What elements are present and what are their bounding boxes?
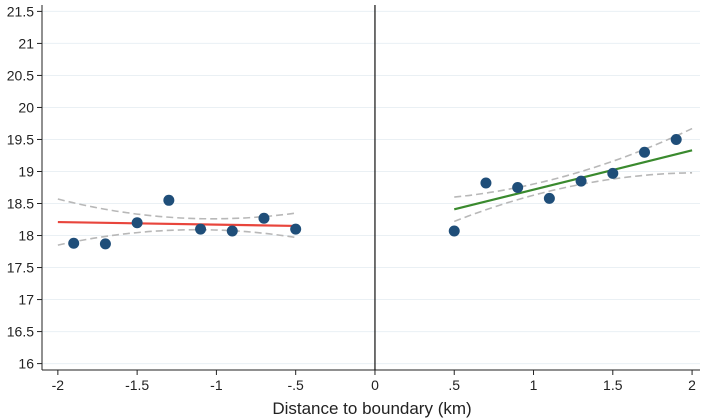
y-tick-label: 16: [18, 356, 34, 372]
data-point: [543, 192, 555, 204]
fit-lines: [57, 149, 693, 228]
axes: [37, 5, 700, 375]
ci-band-left-lower: [57, 228, 296, 246]
data-point: [448, 225, 460, 237]
y-tick-label: 17.5: [7, 260, 34, 276]
x-tick-label: -1.5: [125, 377, 149, 393]
data-point: [290, 223, 302, 235]
y-tick-label: 20: [18, 99, 34, 115]
data-point: [670, 133, 682, 145]
data-point: [607, 167, 619, 179]
ci-band-right-upper: [454, 127, 693, 198]
data-point: [258, 212, 270, 224]
x-tick-label: 1: [530, 377, 538, 393]
x-tick-label: 2: [688, 377, 696, 393]
data-point: [99, 238, 111, 250]
y-tick-label: 21: [18, 35, 34, 51]
data-point: [163, 194, 175, 206]
ci-band-right-lower: [453, 171, 693, 223]
data-point: [639, 146, 651, 158]
x-axis-title: Distance to boundary (km): [272, 399, 471, 418]
fit-line-right: [453, 149, 693, 211]
x-tick-label: -.5: [288, 377, 305, 393]
data-point: [512, 182, 524, 193]
y-tick-label: 19.5: [7, 131, 34, 147]
data-points: [68, 133, 682, 250]
x-tick-label: -1: [210, 377, 223, 393]
fit-line-left: [57, 220, 296, 228]
y-tick-label: 16.5: [7, 324, 34, 340]
x-tick-label: 0: [371, 377, 379, 393]
data-point: [131, 217, 143, 229]
x-tick-label: 1.5: [603, 377, 623, 393]
data-point: [195, 223, 207, 235]
grid-lines: [42, 10, 700, 365]
data-point: [226, 225, 238, 237]
data-point: [68, 237, 80, 249]
y-tick-label: 20.5: [7, 67, 34, 83]
x-tick-label: .5: [448, 377, 460, 393]
x-tick-label: -2: [52, 377, 65, 393]
y-tick-label: 21.5: [7, 3, 34, 19]
y-tick-label: 19: [18, 163, 34, 179]
y-tick-label: 17: [18, 292, 34, 308]
y-tick-label: 18: [18, 228, 34, 244]
y-tick-label: 18.5: [7, 196, 34, 212]
data-point: [575, 175, 587, 187]
data-point: [480, 177, 492, 189]
